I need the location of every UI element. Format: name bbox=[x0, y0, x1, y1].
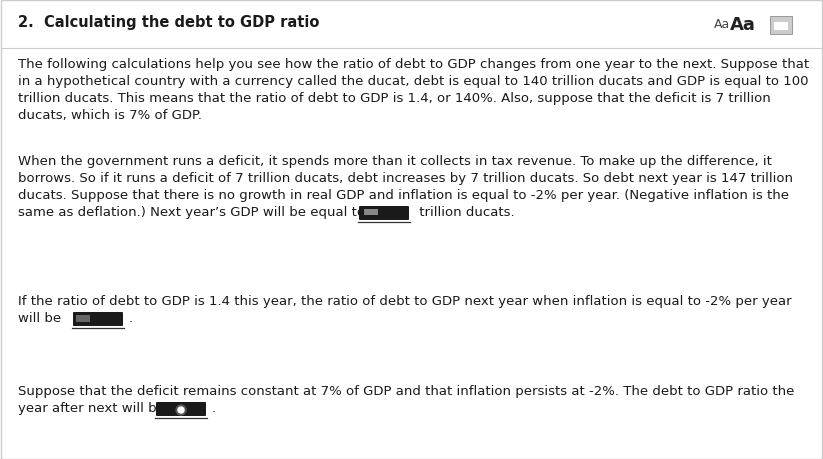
Text: will be: will be bbox=[18, 311, 61, 325]
Text: in a hypothetical country with a currency called the ducat, debt is equal to 140: in a hypothetical country with a currenc… bbox=[18, 75, 808, 88]
Text: trillion ducats. This means that the ratio of debt to GDP is 1.4, or 140%. Also,: trillion ducats. This means that the rat… bbox=[18, 92, 771, 105]
FancyBboxPatch shape bbox=[73, 312, 123, 326]
Text: Aa: Aa bbox=[730, 16, 756, 34]
Text: ducats. Suppose that there is no growth in real GDP and inflation is equal to -2: ducats. Suppose that there is no growth … bbox=[18, 189, 789, 202]
Text: trillion ducats.: trillion ducats. bbox=[415, 206, 514, 218]
Text: .: . bbox=[212, 401, 216, 414]
Text: If the ratio of debt to GDP is 1.4 this year, the ratio of debt to GDP next year: If the ratio of debt to GDP is 1.4 this … bbox=[18, 294, 792, 308]
Text: The following calculations help you see how the ratio of debt to GDP changes fro: The following calculations help you see … bbox=[18, 58, 809, 71]
FancyBboxPatch shape bbox=[76, 315, 90, 322]
FancyBboxPatch shape bbox=[359, 207, 409, 220]
Text: When the government runs a deficit, it spends more than it collects in tax reven: When the government runs a deficit, it s… bbox=[18, 155, 772, 168]
FancyBboxPatch shape bbox=[156, 402, 206, 416]
Circle shape bbox=[178, 407, 184, 413]
FancyBboxPatch shape bbox=[364, 210, 378, 216]
Text: borrows. So if it runs a deficit of 7 trillion ducats, debt increases by 7 trill: borrows. So if it runs a deficit of 7 tr… bbox=[18, 172, 793, 185]
Text: year after next will be: year after next will be bbox=[18, 401, 165, 414]
Bar bbox=[774, 23, 788, 31]
Circle shape bbox=[176, 405, 186, 415]
Text: same as deflation.) Next year’s GDP will be equal to: same as deflation.) Next year’s GDP will… bbox=[18, 206, 365, 218]
Text: Aa: Aa bbox=[714, 18, 730, 31]
Text: .: . bbox=[129, 311, 133, 325]
Text: Suppose that the deficit remains constant at 7% of GDP and that inflation persis: Suppose that the deficit remains constan… bbox=[18, 384, 794, 397]
Text: 2.  Calculating the debt to GDP ratio: 2. Calculating the debt to GDP ratio bbox=[18, 15, 319, 30]
Text: ducats, which is 7% of GDP.: ducats, which is 7% of GDP. bbox=[18, 109, 202, 122]
FancyBboxPatch shape bbox=[770, 17, 792, 35]
